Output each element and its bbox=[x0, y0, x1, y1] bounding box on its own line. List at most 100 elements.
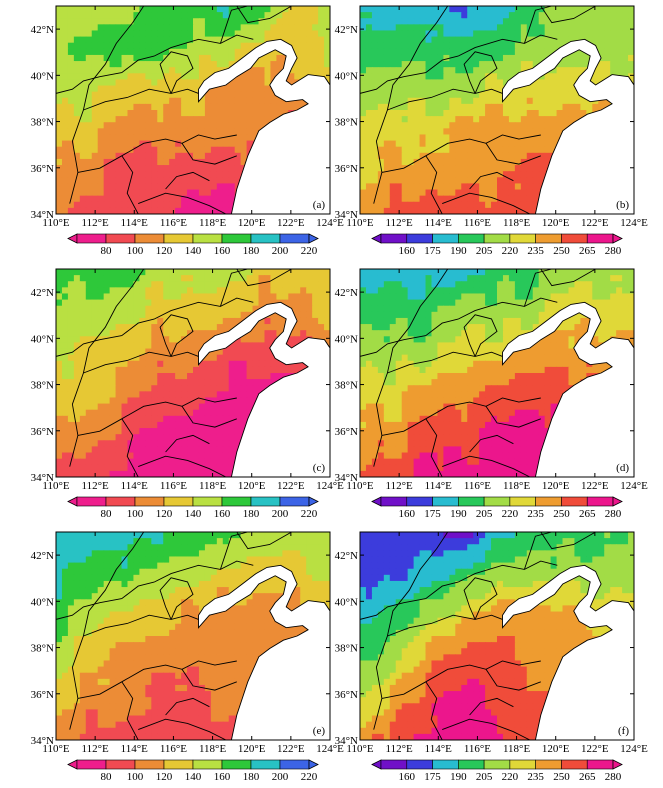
colorbar-5: 80 100 120 140 160 180 200 220 bbox=[67, 759, 319, 783]
boundary-line bbox=[458, 297, 558, 320]
boundary-line bbox=[154, 34, 254, 57]
boundary-line bbox=[56, 318, 155, 357]
y-tick-label: 40°N bbox=[335, 70, 358, 82]
colorbar-tick-label: 140 bbox=[185, 771, 202, 783]
sea-3 bbox=[198, 301, 330, 477]
x-tick-label: 110°E bbox=[42, 480, 69, 492]
x-tick-label: 122°E bbox=[581, 480, 609, 492]
boundary-line bbox=[138, 455, 227, 477]
boundary-line bbox=[373, 269, 449, 467]
colorbar-segment bbox=[380, 759, 408, 770]
x-tick-label: 110°E bbox=[346, 217, 373, 229]
colorbar-segment bbox=[134, 496, 165, 507]
boundary-line bbox=[181, 669, 237, 691]
colorbar-min-arrow bbox=[67, 496, 78, 507]
colorbar-segment bbox=[279, 496, 310, 507]
colorbar-segment bbox=[105, 759, 136, 770]
map-frame bbox=[55, 268, 331, 478]
x-tick-label: 118°E bbox=[199, 217, 226, 229]
y-tick-label: 38°N bbox=[31, 643, 54, 655]
colorbar-tick-label: 220 bbox=[301, 508, 318, 520]
colorbar-tick-label: 80 bbox=[101, 771, 113, 783]
sea-4 bbox=[502, 301, 634, 477]
boundary-line bbox=[360, 318, 459, 357]
x-tick-label: 110°E bbox=[42, 217, 69, 229]
colorbar-tick-label: 265 bbox=[579, 771, 596, 783]
sea-5 bbox=[198, 564, 330, 740]
colorbar-tick-label: 175 bbox=[424, 245, 441, 257]
colorbar-tick-label: 265 bbox=[579, 245, 596, 257]
colorbar-segment bbox=[432, 759, 459, 770]
y-tick-label: 40°N bbox=[335, 596, 358, 608]
colorbar-tick-label: 160 bbox=[399, 771, 416, 783]
x-tick-label: 118°E bbox=[503, 480, 530, 492]
colorbar-tick-label: 80 bbox=[101, 245, 113, 257]
colorbar-min-arrow bbox=[371, 233, 382, 244]
colorbar-tick-label: 80 bbox=[101, 508, 113, 520]
x-tick-label: 114°E bbox=[425, 480, 452, 492]
y-tick-label: 38°N bbox=[335, 643, 358, 655]
colorbar-tick-label: 120 bbox=[156, 508, 173, 520]
colorbar-tick-label: 140 bbox=[185, 245, 202, 257]
x-tick-label: 122°E bbox=[277, 743, 305, 755]
boundary-line bbox=[83, 88, 199, 111]
colorbar-segment bbox=[406, 759, 433, 770]
colorbar-max-arrow bbox=[612, 759, 623, 770]
boundary-line bbox=[219, 6, 248, 44]
map-frame bbox=[359, 531, 635, 741]
colorbar-tick-label: 100 bbox=[127, 508, 144, 520]
boundary-line bbox=[236, 6, 292, 24]
y-tick-label: 38°N bbox=[31, 117, 54, 129]
y-tick-label: 36°N bbox=[335, 689, 358, 701]
colorbar-tick-label: 120 bbox=[156, 771, 173, 783]
colorbar-tick-label: 280 bbox=[605, 245, 622, 257]
y-tick-label: 42°N bbox=[335, 550, 358, 562]
boundary-line bbox=[77, 134, 237, 173]
panel-label: (d) bbox=[616, 462, 629, 474]
colorbar-segment bbox=[163, 496, 194, 507]
colorbar-tick-label: 235 bbox=[527, 771, 544, 783]
colorbar-segment bbox=[192, 233, 223, 244]
x-tick-label: 122°E bbox=[277, 480, 305, 492]
colorbar-segment bbox=[250, 496, 281, 507]
map-frame bbox=[55, 5, 331, 215]
x-tick-label: 120°E bbox=[542, 743, 570, 755]
y-tick-label: 38°N bbox=[335, 380, 358, 392]
x-tick-label: 120°E bbox=[238, 217, 266, 229]
colorbar-max-arrow bbox=[612, 233, 623, 244]
colorbar-tick-label: 205 bbox=[476, 245, 493, 257]
boundary-line bbox=[219, 532, 248, 570]
colorbar-segment bbox=[134, 759, 165, 770]
boundary-line bbox=[463, 577, 498, 620]
x-tick-label: 120°E bbox=[542, 480, 570, 492]
boundary-line bbox=[540, 269, 596, 287]
y-tick-label: 40°N bbox=[31, 333, 54, 345]
map-panel-5: 110°E 112°E 114°E 116°E 118°E 120°E 122°E 124°E… bbox=[31, 531, 344, 783]
boundary-line bbox=[181, 143, 237, 165]
colorbar-tick-label: 140 bbox=[185, 508, 202, 520]
y-tick-label: 34°N bbox=[31, 735, 54, 747]
x-tick-label: 120°E bbox=[238, 480, 266, 492]
boundary-line bbox=[381, 397, 541, 436]
y-tick-label: 36°N bbox=[31, 426, 54, 438]
x-tick-label: 112°E bbox=[82, 480, 109, 492]
colorbar-segment bbox=[458, 496, 485, 507]
colorbar-min-arrow bbox=[371, 759, 382, 770]
boundary-line bbox=[442, 192, 531, 214]
colorbar-tick-label: 175 bbox=[424, 508, 441, 520]
boundary-line bbox=[159, 577, 194, 620]
x-tick-label: 120°E bbox=[238, 743, 266, 755]
boundary-line bbox=[425, 418, 443, 477]
x-tick-label: 120°E bbox=[542, 217, 570, 229]
colorbar-tick-label: 180 bbox=[243, 508, 260, 520]
boundary-line bbox=[458, 34, 558, 57]
colorbar-segment bbox=[432, 496, 459, 507]
colorbar-tick-label: 190 bbox=[450, 245, 467, 257]
boundary-line bbox=[469, 171, 514, 190]
boundary-line bbox=[165, 434, 210, 453]
colorbar-segment bbox=[163, 233, 194, 244]
sea-6 bbox=[502, 564, 634, 740]
boundary-line bbox=[77, 397, 237, 436]
colorbar-segment bbox=[76, 233, 107, 244]
y-tick-label: 36°N bbox=[335, 426, 358, 438]
